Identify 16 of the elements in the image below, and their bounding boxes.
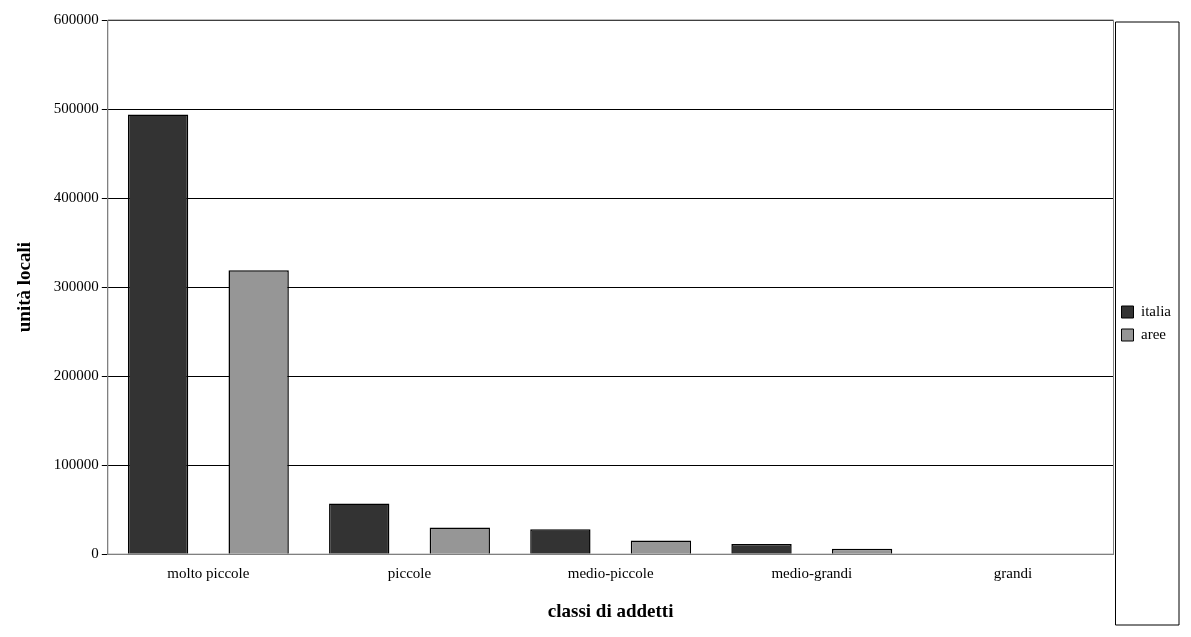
y-axis-title: unità locali [13, 241, 35, 333]
x-tick-label: piccole [387, 565, 432, 582]
y-tick-label: 400000 [53, 189, 99, 205]
x-tick-label: molto piccole [167, 565, 250, 582]
x-tick-label: medio-grandi [771, 565, 853, 582]
y-tick-label: 300000 [53, 278, 99, 295]
y-tick-label: 200000 [53, 367, 99, 384]
legend-label: aree [1141, 325, 1167, 342]
y-tick-label: 600000 [53, 10, 99, 27]
y-tick-label: 500000 [53, 99, 99, 116]
y-tick-label: 100000 [53, 456, 99, 473]
x-axis-title: classi di addetti [547, 599, 674, 621]
x-tick-label: medio-piccole [567, 565, 654, 582]
x-tick-label: grandi [993, 565, 1033, 582]
legend-label: italia [1141, 302, 1172, 319]
y-tick-label: 0 [91, 545, 99, 562]
